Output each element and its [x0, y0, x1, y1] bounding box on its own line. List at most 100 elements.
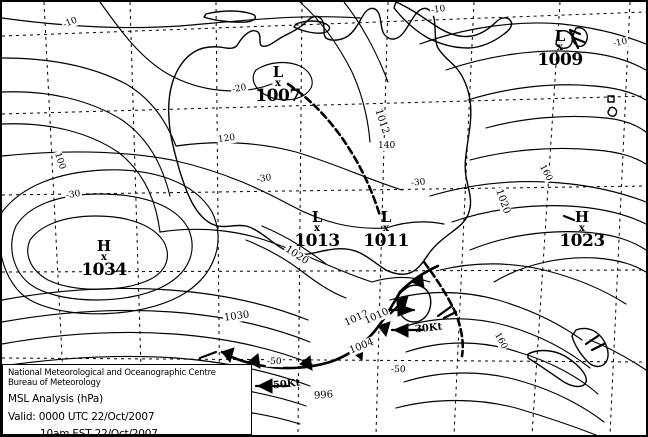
coastline-java	[203, 10, 257, 23]
isobar-line	[245, 239, 347, 299]
isobar-line	[175, 142, 403, 191]
pressure-value: 1009	[537, 50, 583, 70]
isobar-line	[252, 61, 313, 101]
front-group	[220, 264, 440, 371]
isobar-line	[403, 372, 605, 423]
pressure-letter: L	[380, 208, 392, 226]
gridline-label-lat--50-west: -50	[265, 356, 283, 368]
cold-front-pip	[299, 355, 313, 371]
coastline-timor	[293, 20, 331, 34]
cold-front-pip	[411, 273, 425, 289]
cold-front-pip	[247, 353, 261, 369]
wind-barb-southwest	[198, 350, 218, 360]
pressure-value: 1023	[559, 231, 605, 251]
pressure-system-low-1009: L x 1009	[532, 29, 588, 70]
isobar-line	[99, 1, 273, 92]
pressure-value: 1034	[81, 260, 127, 280]
isobar-line	[469, 147, 647, 165]
gridline-label-lat--50-east: -50	[389, 364, 407, 376]
latitude-line--40	[1, 269, 647, 273]
isobar-line	[451, 205, 647, 225]
isobar-line	[27, 215, 168, 290]
isobar-line	[389, 291, 583, 341]
wind-barb-30kt	[390, 323, 424, 338]
pressure-value: 1007	[255, 86, 301, 106]
isobar-line	[11, 193, 193, 301]
coastline-new-guinea	[393, 1, 513, 49]
isobar-line	[467, 84, 647, 101]
pressure-system-low-1011: L x 1011	[358, 208, 414, 250]
longitude-line-150	[453, 1, 475, 436]
longitude-line-130	[297, 1, 303, 436]
isobar-line	[1, 123, 161, 233]
pressure-marker: x	[383, 223, 389, 234]
pressure-value: 1013	[294, 231, 340, 251]
isobar-line	[469, 231, 647, 251]
wind-barb-50kt	[254, 378, 290, 394]
isobar-line	[485, 115, 647, 133]
coastline-island-small-c	[555, 30, 573, 49]
isobar-line	[419, 22, 647, 45]
isobar-line	[1, 287, 309, 321]
trough-group	[286, 82, 465, 358]
coastline-island-small-a	[607, 95, 615, 103]
gridline-label-lon-140: 140	[377, 141, 397, 151]
isobar-line	[1, 16, 361, 29]
longitude-line-100	[43, 1, 67, 436]
isobar-line	[1, 91, 171, 197]
isobar-line	[589, 339, 647, 371]
isobar-line	[1, 355, 311, 387]
wind-barb-high-east	[562, 214, 576, 222]
latitude-line--20	[1, 95, 647, 115]
wind-barb-group	[198, 28, 606, 394]
legend-local-time-text: 10am EST 22/Oct/2007	[40, 428, 158, 437]
wind-barb-north-low	[568, 28, 586, 50]
cold-front-pip	[377, 321, 391, 338]
isobar-line	[1, 57, 177, 147]
coastline-group	[167, 1, 618, 388]
longitude-line-160	[531, 1, 561, 436]
legend-organisation-line2: Bureau of Meteorology	[8, 378, 101, 388]
gridline-label-lat--30-east: -30	[409, 177, 427, 189]
coastline-new-zealand-south	[527, 349, 587, 388]
legend-local-time: 10am EST 22/Oct/2007	[8, 428, 247, 437]
pressure-letter: H	[574, 208, 590, 226]
longitude-line-170	[609, 1, 631, 436]
pressure-marker: x	[101, 252, 107, 263]
wind-barb-southeast	[584, 334, 606, 352]
isobar-line	[1, 309, 311, 343]
isobar-line	[493, 257, 647, 283]
legend-valid-time: Valid: 0000 UTC 22/Oct/2007	[8, 410, 155, 423]
pressure-letter: H	[96, 237, 112, 255]
isobar-line	[1, 151, 387, 229]
longitude-line-110	[129, 1, 144, 436]
isobar-label-996: 996	[312, 389, 335, 402]
coastline-island-small-d	[571, 27, 588, 48]
isobar-line	[399, 318, 591, 369]
wind-barb-tasman	[436, 304, 458, 320]
isobar-line	[405, 342, 599, 395]
pressure-system-high-1023: H x 1023	[554, 208, 610, 251]
isobar-line	[395, 399, 597, 436]
pressure-marker: x	[314, 223, 320, 234]
longitude-line-140	[375, 1, 389, 436]
isobar-line	[1, 331, 313, 365]
isobar-line	[299, 1, 371, 143]
pressure-letter: L	[272, 63, 284, 81]
legend-box: National Meteorological and Oceanographi…	[2, 364, 252, 437]
coastline-australia	[167, 7, 472, 275]
isobar-line	[439, 263, 627, 305]
isobar-line	[261, 225, 327, 265]
legend-organisation-line1: National Meteorological and Oceanographi…	[8, 368, 216, 378]
isobar-line	[429, 181, 647, 203]
pressure-marker: x	[579, 223, 585, 234]
pressure-marker: x	[275, 78, 281, 89]
coastline-island-small-b	[607, 106, 618, 117]
pressure-system-low-1013: L x 1013	[289, 210, 345, 251]
cold-front-pip	[221, 347, 235, 364]
